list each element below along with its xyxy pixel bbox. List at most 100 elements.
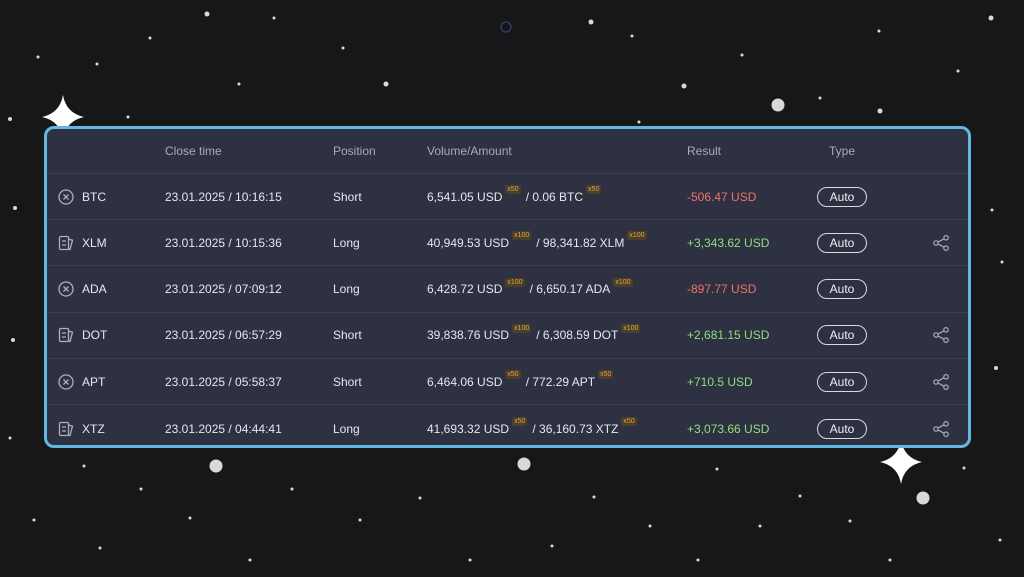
result-value: +3,343.62 USD xyxy=(687,235,770,250)
cancelled-circle-icon xyxy=(55,359,77,404)
star xyxy=(630,34,634,38)
type-cell: Auto xyxy=(817,267,867,312)
amount-value: / 772.29 APT xyxy=(525,374,596,389)
star xyxy=(771,98,785,112)
type-auto-button[interactable]: Auto xyxy=(817,232,867,253)
amount-value: / 6,308.59 DOT xyxy=(536,328,619,343)
asset-name: DOT xyxy=(82,328,108,343)
header-close-time: Close time xyxy=(165,144,222,158)
star xyxy=(468,558,472,562)
star xyxy=(637,120,641,124)
share-icon[interactable] xyxy=(931,406,951,446)
volume-value: 6,464.06 USD xyxy=(427,374,503,389)
star xyxy=(877,108,883,114)
result-value: -506.47 USD xyxy=(687,189,757,204)
type-auto-button[interactable]: Auto xyxy=(817,371,867,392)
star xyxy=(696,558,700,562)
type-cell: Auto xyxy=(817,359,867,404)
sparkle-icon xyxy=(42,95,84,139)
star xyxy=(11,338,15,342)
asset-name: BTC xyxy=(82,189,106,204)
star xyxy=(740,53,744,57)
trade-card-icon xyxy=(55,313,77,358)
star xyxy=(98,546,102,550)
star xyxy=(956,69,960,73)
amount-leverage-badge: x100 xyxy=(621,323,641,333)
star xyxy=(209,459,223,473)
header-type: Type xyxy=(829,144,856,158)
star xyxy=(383,81,389,87)
table-row: XTZ 23.01.2025 / 04:44:41 Long 41,693.32 US… xyxy=(47,406,968,446)
star xyxy=(248,558,252,562)
amount-leverage-badge: x100 xyxy=(627,231,647,241)
star xyxy=(848,519,852,523)
amount-value: / 98,341.82 XLM xyxy=(536,235,625,250)
volume-value: 6,428.72 USD xyxy=(427,282,503,297)
volume-amount: 6,464.06 USD x50/ 772.29 APT x50 xyxy=(427,359,618,404)
star xyxy=(95,62,99,66)
share-icon[interactable] xyxy=(931,220,951,265)
cancelled-circle-icon xyxy=(55,174,77,219)
volume-value: 6,541.05 USD xyxy=(427,189,503,204)
share-icon[interactable] xyxy=(931,313,951,358)
type-cell: Auto xyxy=(817,174,867,219)
position: Long xyxy=(333,235,360,250)
star xyxy=(82,464,86,468)
star xyxy=(988,15,994,21)
type-cell: Auto xyxy=(817,406,867,446)
type-auto-button[interactable]: Auto xyxy=(817,279,867,300)
star xyxy=(588,19,594,25)
trade-history-table: Close time Position Volume/Amount Result… xyxy=(44,126,971,448)
close-time: 23.01.2025 / 04:44:41 xyxy=(165,421,282,436)
position: Long xyxy=(333,421,360,436)
volume-amount: 40,949.53 USD x100/ 98,341.82 XLM x100 xyxy=(427,220,652,265)
asset-name: XTZ xyxy=(82,421,105,436)
volume-amount: 6,541.05 USD x50/ 0.06 BTC x50 xyxy=(427,174,606,219)
star xyxy=(990,208,994,212)
table-row: XLM 23.01.2025 / 10:15:36 Long 40,949.53 US… xyxy=(47,220,968,267)
close-time: 23.01.2025 / 10:16:15 xyxy=(165,189,282,204)
close-time: 23.01.2025 / 06:57:29 xyxy=(165,328,282,343)
volume-value: 40,949.53 USD xyxy=(427,235,510,250)
type-auto-button[interactable]: Auto xyxy=(817,325,867,346)
star xyxy=(188,516,192,520)
star xyxy=(8,117,12,121)
star xyxy=(998,538,1002,542)
position: Long xyxy=(333,282,360,297)
table-row: APT 23.01.2025 / 05:58:37 Short 6,464.06 US… xyxy=(47,359,968,406)
volume-amount: 41,693.32 USD x50/ 36,160.73 XTZ x50 xyxy=(427,406,642,446)
type-cell: Auto xyxy=(817,220,867,265)
star xyxy=(888,558,892,562)
star xyxy=(818,96,822,100)
amount-leverage-badge: x50 xyxy=(598,370,614,380)
volume-leverage-badge: x50 xyxy=(505,370,521,380)
trade-card-icon xyxy=(55,220,77,265)
amount-leverage-badge: x50 xyxy=(621,417,637,426)
type-auto-button[interactable]: Auto xyxy=(817,186,867,207)
cancelled-circle-icon xyxy=(55,267,77,312)
result-value: -897.77 USD xyxy=(687,282,757,297)
star xyxy=(272,16,276,20)
position: Short xyxy=(333,328,362,343)
close-time: 23.01.2025 / 07:09:12 xyxy=(165,282,282,297)
share-icon[interactable] xyxy=(931,359,951,404)
result-value: +2,681.15 USD xyxy=(687,328,770,343)
star xyxy=(798,494,802,498)
type-auto-button[interactable]: Auto xyxy=(817,418,867,439)
star xyxy=(237,82,241,86)
star xyxy=(1000,260,1004,264)
type-cell: Auto xyxy=(817,313,867,358)
star xyxy=(418,496,422,500)
trade-card-icon xyxy=(55,406,77,446)
close-time: 23.01.2025 / 05:58:37 xyxy=(165,374,282,389)
amount-value: / 36,160.73 XTZ xyxy=(532,421,619,436)
star xyxy=(290,487,294,491)
table-row: BTC 23.01.2025 / 10:16:15 Short 6,541.05 US… xyxy=(47,174,968,220)
volume-leverage-badge: x100 xyxy=(505,277,525,287)
close-time: 23.01.2025 / 10:15:36 xyxy=(165,235,282,250)
star xyxy=(916,491,930,505)
star xyxy=(592,495,596,499)
position: Short xyxy=(333,189,362,204)
sparkle-icon xyxy=(880,440,922,484)
